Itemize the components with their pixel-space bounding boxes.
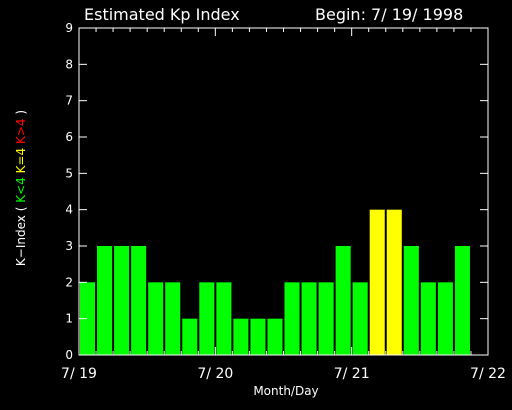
kp-bar bbox=[182, 318, 198, 355]
kp-bar bbox=[267, 318, 283, 355]
y-label-low: K<4 bbox=[14, 177, 28, 203]
kp-bar bbox=[250, 318, 266, 355]
y-tick-label: 2 bbox=[65, 275, 73, 289]
x-axis-label: Month/Day bbox=[253, 384, 318, 398]
y-tick-label: 0 bbox=[65, 348, 73, 362]
kp-bar bbox=[165, 282, 181, 355]
y-tick-label: 5 bbox=[65, 166, 73, 180]
kp-bar bbox=[80, 282, 96, 355]
y-label-prefix: K−Index ( bbox=[14, 203, 28, 266]
y-label-mid: K=4 bbox=[14, 148, 28, 174]
y-label-suffix: ) bbox=[14, 110, 28, 119]
kp-bar bbox=[114, 246, 130, 355]
kp-bar bbox=[437, 282, 453, 355]
kp-bar bbox=[131, 246, 147, 355]
kp-bar bbox=[318, 282, 334, 355]
kp-bar bbox=[352, 282, 368, 355]
x-tick-label: 7/ 22 bbox=[470, 366, 506, 382]
kp-bar bbox=[233, 318, 249, 355]
kp-bar bbox=[301, 282, 317, 355]
kp-bar bbox=[335, 246, 351, 355]
y-tick-label: 6 bbox=[65, 130, 73, 144]
y-axis-label: K−Index ( K<4 K=4 K>4 ) bbox=[14, 110, 28, 266]
axes-group: 0 1 2 3 4 5 6 7 8 9 7/ 19 7/ 20 7/ 21 7/ 22 bbox=[61, 21, 506, 382]
y-tick-label: 1 bbox=[65, 312, 73, 326]
kp-bar bbox=[148, 282, 164, 355]
kp-bar bbox=[97, 246, 113, 355]
chart-title: Estimated Kp Index bbox=[84, 5, 240, 24]
y-tick-label: 9 bbox=[65, 21, 73, 35]
y-label-high: K>4 bbox=[14, 118, 28, 144]
y-tick-label: 4 bbox=[65, 203, 73, 217]
kp-bar bbox=[403, 246, 419, 355]
kp-bar bbox=[216, 282, 232, 355]
kp-bar bbox=[420, 282, 436, 355]
y-tick-label: 3 bbox=[65, 239, 73, 253]
kp-bar bbox=[199, 282, 215, 355]
bars-group bbox=[80, 209, 470, 355]
y-tick-label: 7 bbox=[65, 94, 73, 108]
y-tick-label: 8 bbox=[65, 57, 73, 71]
x-tick-label: 7/ 21 bbox=[334, 366, 370, 382]
kp-bar bbox=[454, 246, 470, 355]
x-tick-label: 7/ 20 bbox=[197, 366, 233, 382]
kp-bar bbox=[284, 282, 300, 355]
x-tick-label: 7/ 19 bbox=[61, 366, 97, 382]
begin-date-label: Begin: 7/ 19/ 1998 bbox=[315, 5, 463, 24]
kp-bar bbox=[386, 209, 402, 355]
kp-bar bbox=[369, 209, 385, 355]
